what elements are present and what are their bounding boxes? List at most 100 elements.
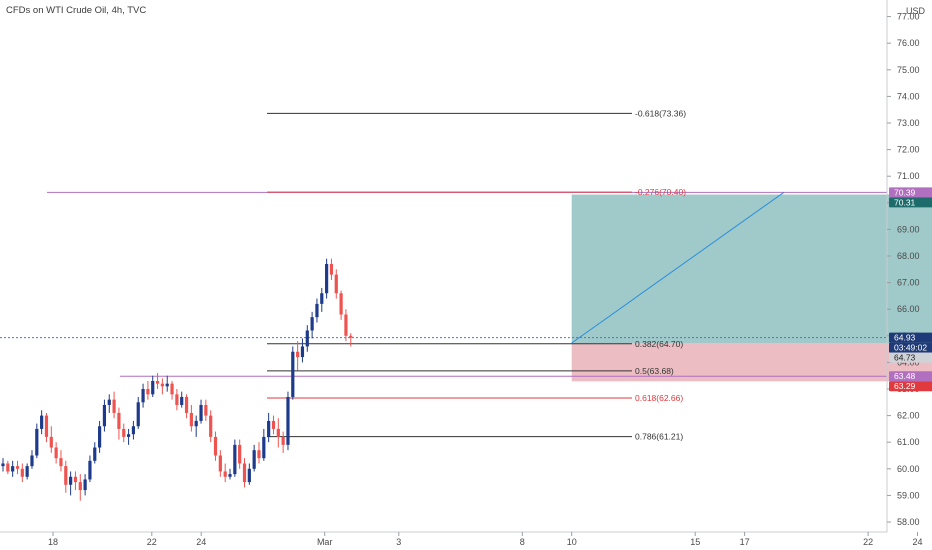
stop-loss-zone[interactable]: [571, 342, 932, 382]
candle-body: [204, 404, 208, 416]
candle-body: [141, 389, 145, 403]
fib-level-label: 0.382(64.70): [635, 339, 683, 349]
candle-body: [136, 402, 140, 427]
candle-body: [30, 455, 34, 467]
candle-body: [155, 381, 160, 384]
candle-body: [102, 404, 107, 427]
price-tag-label: 03:49:02: [894, 343, 927, 353]
x-tick-label: 8: [520, 537, 525, 547]
price-tag: [889, 332, 932, 343]
candle-body: [213, 436, 218, 456]
x-tick-label: 22: [863, 537, 873, 547]
candle-body: [276, 428, 280, 437]
candle-body: [15, 466, 20, 469]
candle-body: [310, 317, 314, 331]
candle-body: [160, 383, 164, 387]
candle-body: [320, 293, 324, 304]
price-tag-label: 64.93: [894, 333, 916, 343]
y-tick-label: 61.00: [897, 437, 920, 447]
fib-level-label: 0.786(61.21): [635, 432, 683, 442]
candle-body: [238, 444, 242, 464]
y-tick-label: 74.00: [897, 91, 920, 101]
y-tick-label: 60.00: [897, 464, 920, 474]
x-tick-label: 3: [396, 537, 401, 547]
candle-body: [126, 434, 131, 437]
candle-body: [218, 455, 222, 472]
candle-body: [35, 428, 39, 456]
candle-body: [286, 396, 290, 445]
candle-body: [329, 263, 334, 275]
candle-body: [88, 460, 92, 480]
candle-body: [112, 399, 116, 413]
candle-body: [296, 351, 300, 358]
fib-level-label: -0.618(73.36): [635, 108, 686, 118]
candle-body: [189, 412, 193, 427]
trend-line[interactable]: [571, 191, 785, 344]
y-tick-label: 59.00: [897, 490, 920, 500]
y-tick-label: 58.00: [897, 517, 920, 527]
candle-body: [73, 476, 78, 483]
candle-body: [315, 303, 319, 318]
candle-body: [83, 479, 87, 491]
candle-body: [11, 466, 15, 472]
price-tag: [889, 342, 932, 353]
price-tag: [889, 187, 932, 198]
candle-body: [1, 463, 5, 467]
chart-title: CFDs on WTI Crude Oil, 4h, TVC: [6, 5, 146, 16]
candle-body: [257, 450, 261, 459]
candle-body: [339, 293, 343, 315]
x-tick-label: 15: [690, 537, 700, 547]
candle-body: [300, 346, 305, 358]
fibonacci-retracement[interactable]: -0.618(73.36) -0.276(70.40) 0.382(64.70) 0.…: [267, 108, 686, 442]
candlesticks: [1, 258, 353, 501]
price-tag-label: 70.39: [894, 187, 916, 197]
candle-body: [64, 466, 68, 485]
currency-label: USD: [906, 6, 926, 16]
price-tag: [889, 381, 932, 392]
y-tick-label: 69.00: [897, 224, 920, 234]
candle-body: [59, 458, 63, 467]
profit-zone[interactable]: [571, 194, 932, 343]
y-tick-label: 72.00: [897, 145, 920, 155]
candle-body: [184, 396, 189, 413]
candle-body: [199, 404, 203, 421]
price-tag-label: 63.48: [894, 371, 916, 381]
x-tick-label: 17: [740, 537, 750, 547]
x-tick-label: 22: [147, 537, 157, 547]
candle-body: [223, 471, 227, 477]
x-tick-label: Mar: [317, 537, 333, 547]
projection-line[interactable]: [571, 191, 785, 344]
candle-body: [180, 396, 184, 405]
y-tick-label: 73.00: [897, 118, 920, 128]
candle-body: [146, 389, 150, 395]
candle-body: [20, 468, 24, 477]
candle-body: [262, 436, 266, 459]
candle-body: [349, 335, 353, 338]
y-tick-label: 71.00: [897, 171, 920, 181]
x-tick-label: 24: [196, 537, 206, 547]
candle-body: [305, 330, 309, 347]
candle-body: [242, 463, 247, 483]
x-tick-label: 18: [48, 537, 58, 547]
candle-body: [44, 415, 49, 437]
candle-body: [49, 436, 53, 448]
candle-body: [175, 394, 179, 405]
candle-body: [131, 426, 136, 435]
y-tick-label: 66.00: [897, 304, 920, 314]
fib-level-label: 0.5(63.68): [635, 366, 674, 376]
candle-body: [165, 383, 169, 387]
y-tick-label: 75.00: [897, 65, 920, 75]
candle-body: [6, 463, 10, 472]
candle-body: [122, 428, 126, 437]
x-tick-label: 10: [567, 537, 577, 547]
y-tick-label: 77.00: [897, 12, 920, 22]
candle-body: [69, 476, 73, 485]
candle-body: [252, 450, 256, 469]
price-tag: [889, 352, 932, 363]
candle-body: [291, 351, 295, 397]
candle-body: [40, 415, 44, 429]
position-zones[interactable]: [571, 194, 932, 382]
candle-body: [325, 263, 329, 294]
